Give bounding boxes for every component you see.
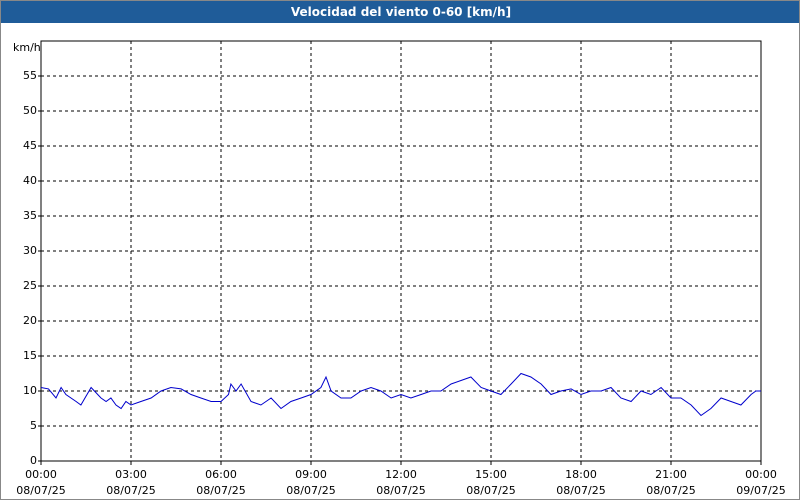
x-tick-label: 00:00 08/07/25 bbox=[16, 468, 66, 497]
y-tick-label: 15 bbox=[23, 349, 37, 362]
x-tick-label: 09:00 08/07/25 bbox=[286, 468, 336, 497]
y-tick-label: 20 bbox=[23, 314, 37, 327]
y-axis-label: km/h bbox=[13, 41, 41, 54]
x-tick-label: 21:00 08/07/25 bbox=[646, 468, 696, 497]
x-tick-label: 00:00 09/07/25 bbox=[736, 468, 786, 497]
y-tick-label: 0 bbox=[30, 454, 37, 467]
chart-title: Velocidad del viento 0-60 [km/h] bbox=[1, 1, 799, 23]
y-tick-label: 5 bbox=[30, 419, 37, 432]
x-tick-label: 12:00 08/07/25 bbox=[376, 468, 426, 497]
x-tick-label: 06:00 08/07/25 bbox=[196, 468, 246, 497]
y-tick-label: 35 bbox=[23, 209, 37, 222]
x-tick-label: 03:00 08/07/25 bbox=[106, 468, 156, 497]
y-tick-label: 50 bbox=[23, 104, 37, 117]
y-tick-label: 55 bbox=[23, 69, 37, 82]
data-line bbox=[40, 372, 761, 417]
y-tick-label: 10 bbox=[23, 384, 37, 397]
x-tick-label: 15:00 08/07/25 bbox=[466, 468, 516, 497]
y-tick-label: 40 bbox=[23, 174, 37, 187]
x-tick-label: 18:00 08/07/25 bbox=[556, 468, 606, 497]
y-tick-label: 45 bbox=[23, 139, 37, 152]
y-tick-label: 25 bbox=[23, 279, 37, 292]
y-tick-label: 30 bbox=[23, 244, 37, 257]
